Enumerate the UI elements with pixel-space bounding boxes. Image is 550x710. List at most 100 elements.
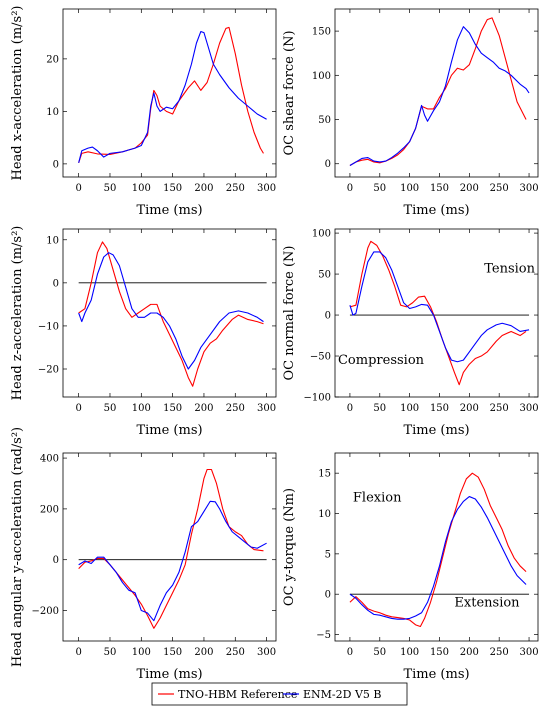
x-tick-label: 200 bbox=[194, 647, 213, 658]
chart-head-x-acc: 0 50 100 150 200 250 300 0 10 20 Time (ms) Head x-a… bbox=[10, 6, 277, 218]
x-tick-label: 300 bbox=[519, 183, 538, 194]
x-tick-label: 0 bbox=[75, 647, 81, 658]
plot-frame bbox=[334, 8, 539, 178]
series-line-enm-2d-v5-b bbox=[78, 500, 267, 622]
x-tick-label: 50 bbox=[373, 403, 386, 414]
x-axis-label: Time (ms) bbox=[136, 667, 202, 682]
y-tick-label: 10 bbox=[46, 107, 59, 118]
legend-label-tno-hbm-reference: TNO-HBM Reference bbox=[178, 688, 297, 701]
y-tick-label: 100 bbox=[312, 229, 331, 240]
annotation-tension: Tension bbox=[484, 261, 535, 276]
x-tick-label: 300 bbox=[519, 403, 538, 414]
y-tick-label: 10 bbox=[318, 509, 331, 520]
y-tick-label: 0 bbox=[53, 555, 59, 566]
y-tick-label: 0 bbox=[53, 278, 59, 289]
plot-frame bbox=[62, 8, 277, 178]
series-line-enm-2d-v5-b bbox=[349, 26, 530, 166]
series-line-tno-hbm-reference bbox=[349, 472, 527, 628]
x-tick-label: 200 bbox=[460, 403, 479, 414]
x-axis-label: Time (ms) bbox=[403, 667, 469, 682]
y-tick-label: 0 bbox=[325, 159, 331, 170]
x-tick-label: 0 bbox=[75, 183, 81, 194]
y-tick-label: −20 bbox=[38, 365, 59, 376]
series-line-enm-2d-v5-b bbox=[349, 496, 527, 620]
series-line-enm-2d-v5-b bbox=[349, 251, 530, 363]
x-tick-label: 100 bbox=[132, 403, 151, 414]
x-tick-label: 200 bbox=[194, 183, 213, 194]
y-tick-label: 20 bbox=[46, 54, 59, 65]
legend-label-enm-2d-v5-b: ENM-2D V5 B bbox=[303, 688, 381, 701]
y-tick-label: 0 bbox=[325, 590, 331, 601]
y-tick-label: −100 bbox=[304, 393, 331, 404]
chart-head-z-acc: 0 50 100 150 200 250 300 −20 −10 0 10 Time (ms) Head… bbox=[10, 226, 277, 438]
y-axis-label: Head angular y-acceleration (rad/s²) bbox=[10, 427, 25, 667]
x-tick-label: 50 bbox=[104, 403, 117, 414]
series-line-enm-2d-v5-b bbox=[78, 252, 264, 370]
y-tick-label: 0 bbox=[53, 159, 59, 170]
x-tick-label: 300 bbox=[257, 647, 276, 658]
x-axis-label: Time (ms) bbox=[403, 203, 469, 218]
x-tick-label: 100 bbox=[132, 183, 151, 194]
y-tick-label: 400 bbox=[40, 454, 59, 465]
y-tick-label: 0 bbox=[325, 311, 331, 322]
x-tick-label: 250 bbox=[226, 647, 245, 658]
y-tick-label: 100 bbox=[312, 71, 331, 82]
legend-box bbox=[151, 682, 408, 706]
x-tick-label: 100 bbox=[132, 647, 151, 658]
x-tick-label: 300 bbox=[519, 647, 538, 658]
chart-oc-torque: 0 50 100 150 200 250 300 −5 0 5 10 15 Flexion Extensi… bbox=[282, 452, 539, 682]
x-tick-label: 50 bbox=[373, 183, 386, 194]
x-tick-label: 50 bbox=[104, 647, 117, 658]
x-tick-label: 150 bbox=[163, 183, 182, 194]
x-tick-label: 250 bbox=[226, 183, 245, 194]
annotation-compression: Compression bbox=[338, 353, 425, 368]
x-tick-label: 200 bbox=[460, 647, 479, 658]
y-axis-label: Head x-acceleration (m/s²) bbox=[10, 6, 25, 181]
y-tick-label: −50 bbox=[310, 352, 331, 363]
x-tick-label: 100 bbox=[400, 647, 419, 658]
y-tick-label: 5 bbox=[325, 549, 331, 560]
series-line-tno-hbm-reference bbox=[78, 468, 264, 629]
x-axis-label: Time (ms) bbox=[403, 423, 469, 438]
y-tick-label: 200 bbox=[40, 504, 59, 515]
x-tick-label: 250 bbox=[490, 403, 509, 414]
x-tick-label: 50 bbox=[373, 647, 386, 658]
x-tick-label: 0 bbox=[347, 403, 353, 414]
plot-frame bbox=[334, 228, 539, 398]
x-tick-label: 50 bbox=[104, 183, 117, 194]
y-tick-label: 50 bbox=[318, 270, 331, 281]
y-axis-label: Head z-acceleration (m/s²) bbox=[10, 226, 25, 401]
chart-head-ang-acc: 0 50 100 150 200 250 300 −200 0 200 400 Time (ms) He… bbox=[10, 427, 277, 682]
plot-frame bbox=[62, 452, 277, 642]
y-tick-label: 50 bbox=[318, 115, 331, 126]
chart-oc-normal: 0 50 100 150 200 250 300 −100 −50 0 50 100 Tension Co… bbox=[282, 229, 539, 438]
x-tick-label: 300 bbox=[257, 183, 276, 194]
series-line-tno-hbm-reference bbox=[349, 17, 527, 166]
plot-frame bbox=[334, 452, 539, 642]
x-tick-label: 150 bbox=[430, 403, 449, 414]
x-tick-label: 150 bbox=[163, 647, 182, 658]
x-tick-label: 200 bbox=[460, 183, 479, 194]
y-axis-label: OC shear force (N) bbox=[282, 30, 297, 155]
x-tick-label: 100 bbox=[400, 183, 419, 194]
y-axis-label: OC normal force (N) bbox=[282, 246, 297, 381]
x-tick-label: 250 bbox=[226, 403, 245, 414]
x-tick-label: 150 bbox=[430, 647, 449, 658]
chart-oc-shear: 0 50 100 150 200 250 300 0 50 100 150 Time (ms) OC s… bbox=[282, 8, 539, 218]
x-tick-label: 150 bbox=[163, 403, 182, 414]
x-tick-label: 0 bbox=[75, 403, 81, 414]
x-tick-label: 150 bbox=[430, 183, 449, 194]
y-tick-label: 15 bbox=[318, 469, 331, 480]
y-tick-label: −10 bbox=[38, 321, 59, 332]
x-axis-label: Time (ms) bbox=[136, 203, 202, 218]
x-tick-label: 100 bbox=[400, 403, 419, 414]
x-tick-label: 250 bbox=[490, 647, 509, 658]
y-tick-label: 150 bbox=[312, 27, 331, 38]
x-tick-label: 200 bbox=[194, 403, 213, 414]
y-axis-label: OC y-torque (Nm) bbox=[282, 488, 297, 606]
legend: TNO-HBM Reference ENM-2D V5 B bbox=[151, 682, 408, 706]
y-tick-label: 10 bbox=[46, 235, 59, 246]
annotation-flexion: Flexion bbox=[353, 490, 402, 505]
y-tick-label: −200 bbox=[32, 606, 59, 617]
